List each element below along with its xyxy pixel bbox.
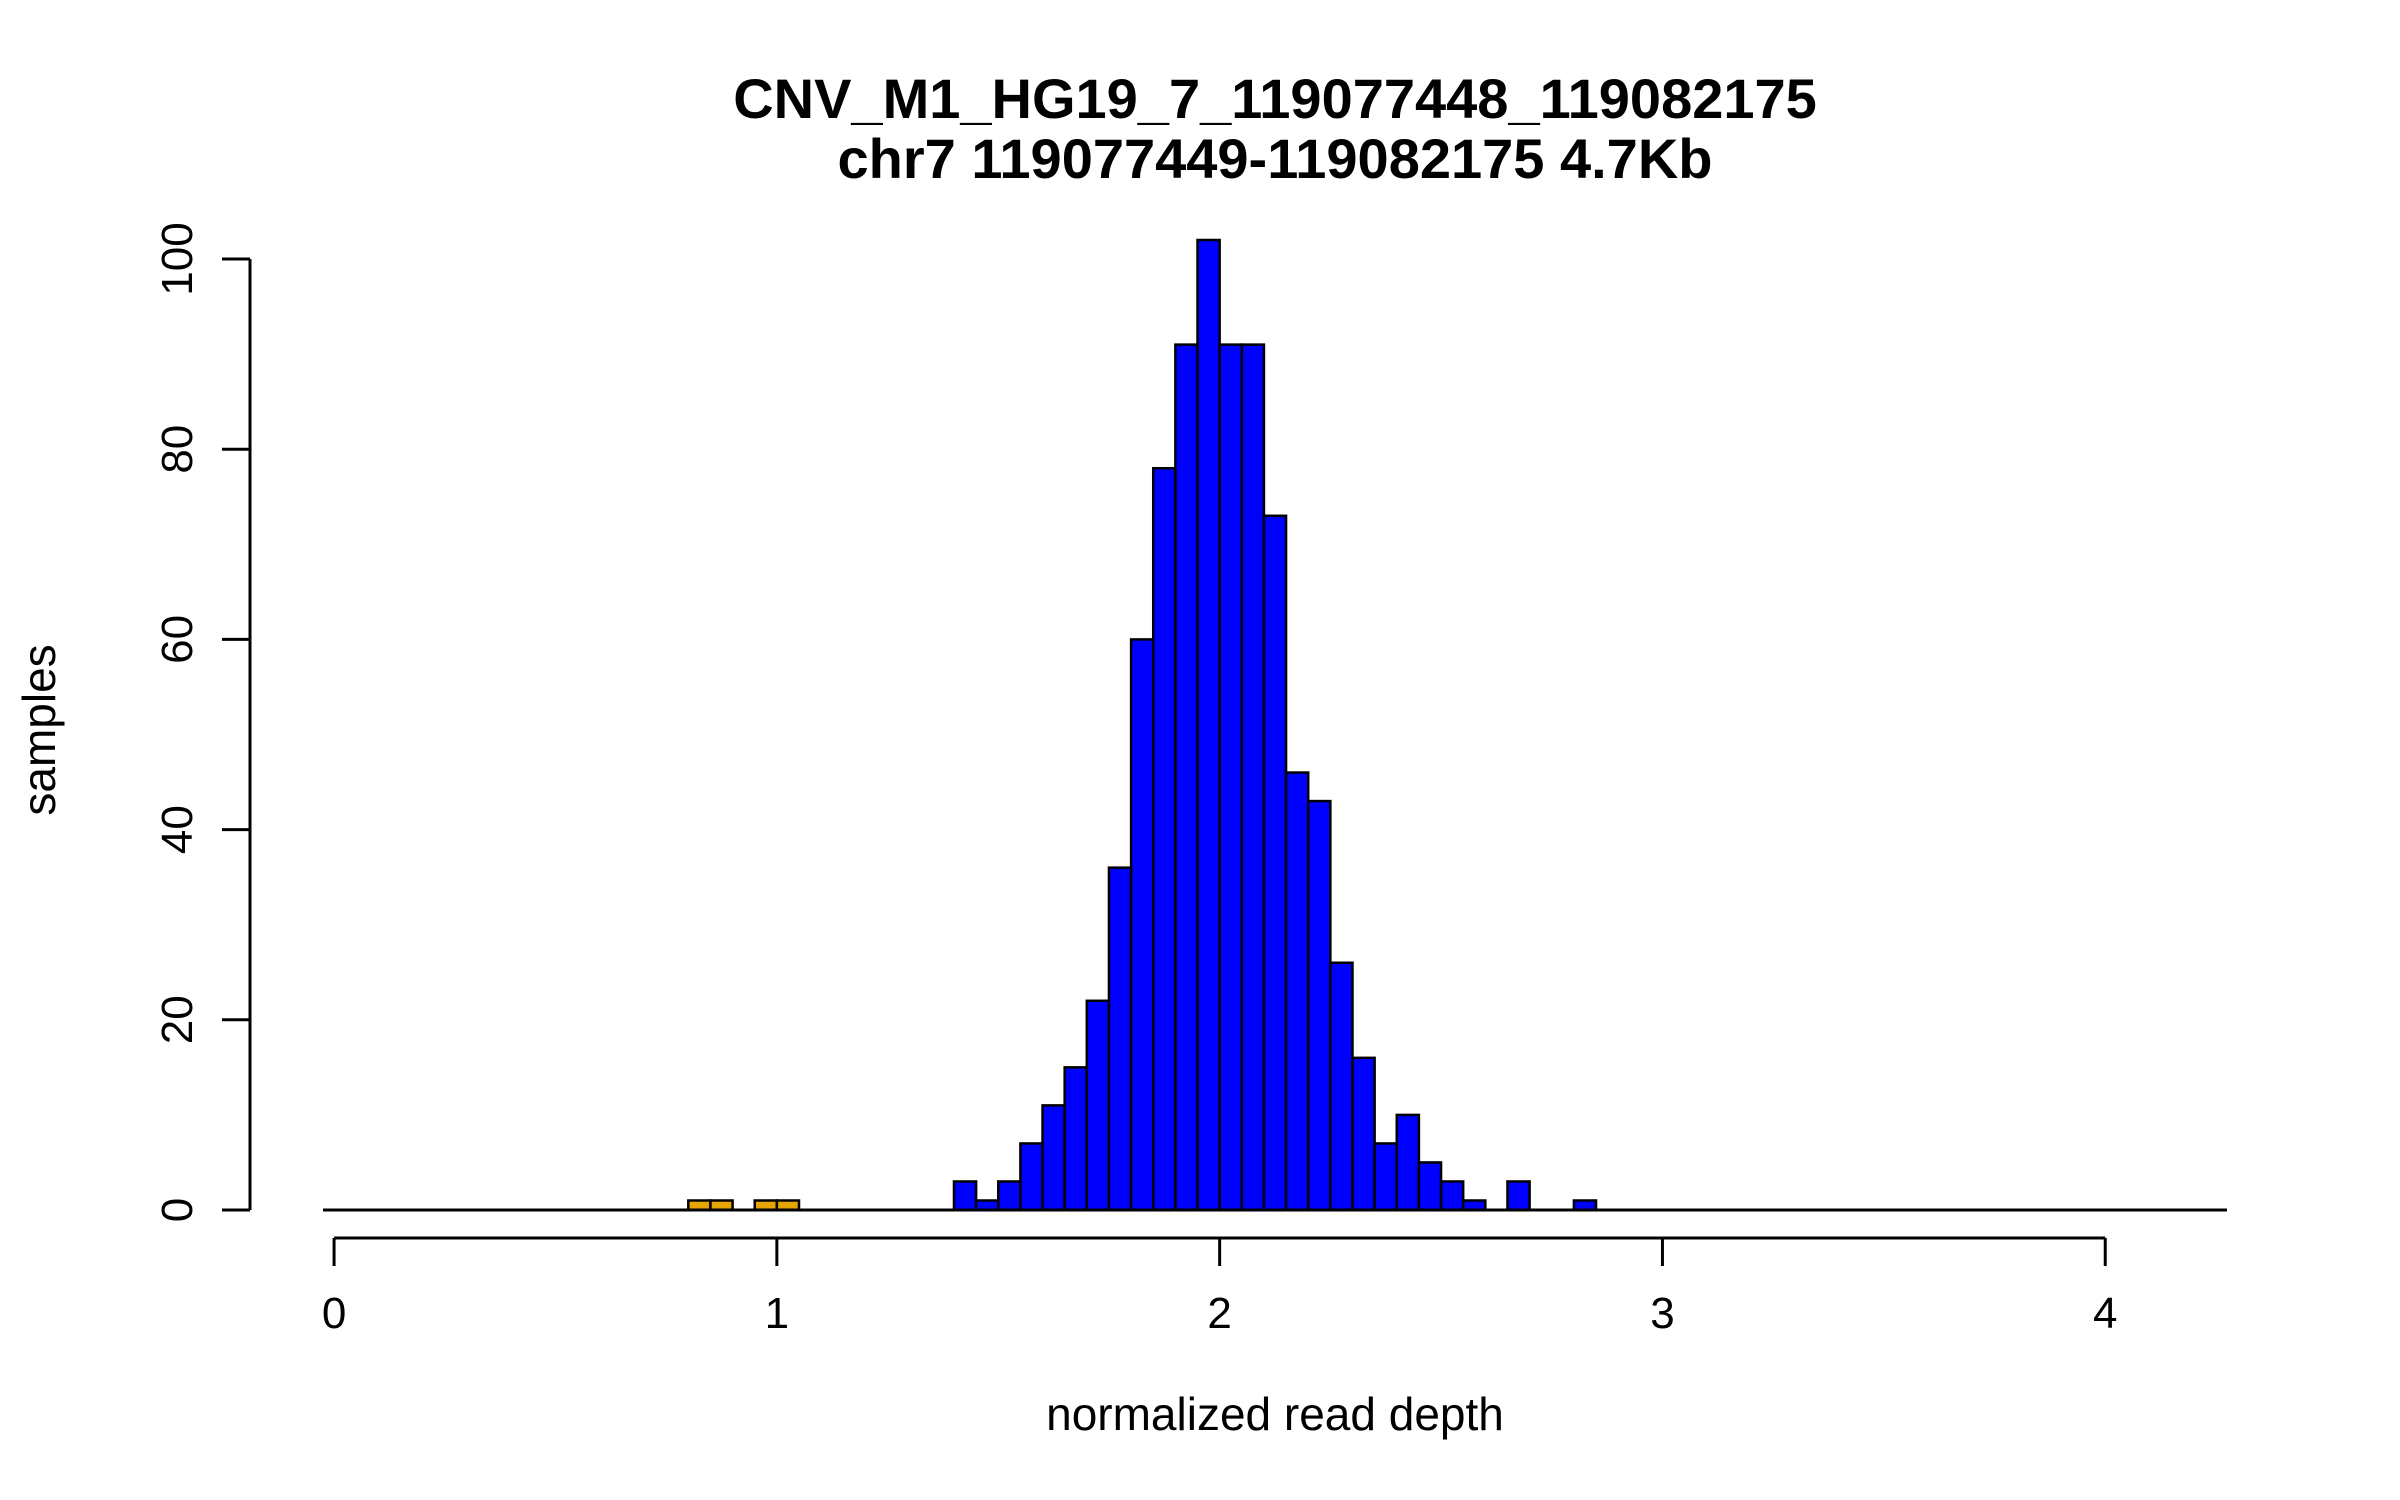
histogram-bar [1284,771,1310,1212]
histogram-bar [1262,514,1288,1212]
histogram-bar [1306,799,1332,1212]
histogram-bar [1129,638,1155,1212]
chart-title: CNV_M1_HG19_7_119077448_119082175 [733,67,1817,130]
y-tick-label: 80 [153,425,202,474]
y-axis: 0 20 40 60 80 100 [153,222,252,1222]
histogram-bar [1151,466,1177,1212]
x-tick-label: 4 [2093,1289,2117,1338]
y-tick-label: 60 [153,615,202,664]
histogram-bar [1329,961,1354,1212]
x-axis: 0 1 2 3 4 [322,1236,2117,1338]
histogram-bar [1107,866,1133,1212]
histogram-bar [1063,1066,1089,1212]
histogram-bar [1395,1113,1421,1212]
histogram-bar [1218,343,1244,1212]
histogram-bar [1351,1056,1376,1212]
y-tick-label: 20 [153,995,202,1044]
histogram-bar [952,1180,978,1212]
x-tick-label: 3 [1650,1289,1674,1338]
y-tick-label: 0 [153,1198,202,1222]
x-tick-label: 0 [322,1289,346,1338]
chart-subtitle: chr7 119077449-119082175 4.7Kb [838,127,1713,190]
histogram-bar [1506,1180,1531,1212]
histogram-bar [1240,343,1266,1212]
y-tick-label: 40 [153,805,202,854]
histogram-bar [1085,999,1111,1212]
histogram-bar [1019,1142,1044,1212]
y-axis-label: samples [13,644,65,815]
histogram-bar [997,1180,1022,1212]
x-tick-label: 2 [1207,1289,1231,1338]
histogram-bar [1174,343,1199,1212]
histogram-bar [1439,1180,1465,1212]
histogram-bar [1417,1161,1443,1212]
histogram-bar [1041,1104,1066,1212]
x-tick-label: 1 [765,1289,789,1338]
histogram-bar [1373,1142,1399,1212]
y-tick-label: 100 [153,222,202,295]
histogram-bar [1196,238,1221,1212]
x-axis-label: normalized read depth [1046,1388,1504,1440]
bars-layer [687,238,1598,1212]
